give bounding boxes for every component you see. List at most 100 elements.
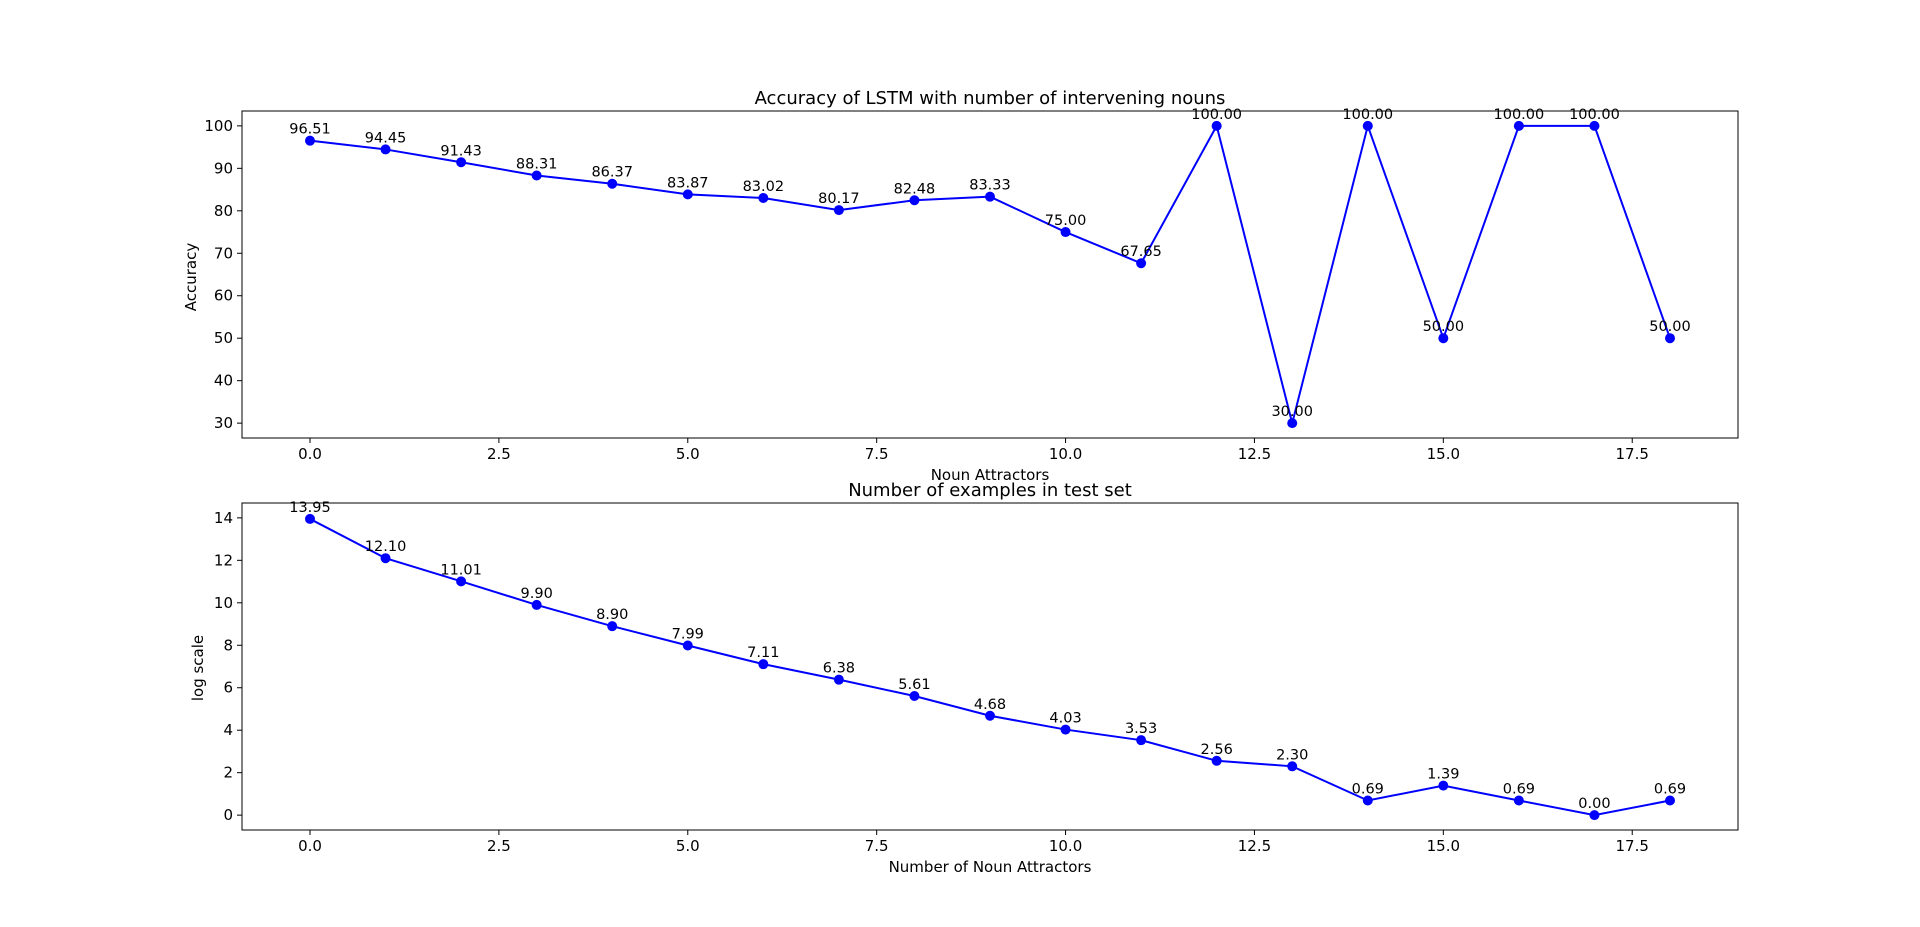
examples-chart-data-label: 5.61 [898,677,930,693]
examples-chart-data-point [1362,795,1373,806]
examples-chart-frame [241,502,1739,831]
accuracy-chart-data-point [456,157,467,168]
accuracy-chart-data-label: 82.48 [894,181,936,197]
examples-chart-ticks: 0.0 2.5 5.0 7.5 10.0 12.5 15.0 17.5 0 2 4 6 8 10 12 14 [214,509,1649,855]
examples-chart-data-point [985,710,995,721]
examples-chart-ytick-label: 12 [214,551,233,569]
examples-chart-ytick-label: 8 [223,636,233,654]
examples-chart-ytick-label: 4 [223,721,233,739]
examples-chart-title: Number of examples in test set [848,480,1132,501]
examples-chart-ytick-label: 2 [223,764,233,782]
examples-chart-data-point [607,621,618,632]
examples-chart-data-label: 6.38 [823,661,855,677]
examples-chart-data-point [456,576,467,587]
examples-chart-ytick-label: 14 [214,509,233,527]
examples-chart-xtick-label: 10.0 [1049,837,1082,855]
accuracy-chart-data-point [1438,333,1449,344]
accuracy-chart-data-point [1211,120,1222,131]
accuracy-chart-ytick-label: 40 [214,372,233,390]
examples-chart-data-point [305,513,315,524]
accuracy-chart-ytick-label: 100 [204,117,233,135]
examples-chart-data-label: 8.90 [596,607,628,623]
accuracy-chart-data-label: 83.02 [743,179,785,195]
examples-chart-data-label: 0.00 [1578,796,1610,812]
accuracy-chart-data-label: 75.00 [1045,213,1087,229]
examples-chart-data-point [682,640,693,651]
accuracy-chart-data-point [1362,120,1373,131]
accuracy-chart-data-label: 91.43 [440,143,482,159]
accuracy-chart-data-point [833,205,844,216]
examples-chart-data-label: 0.69 [1503,781,1535,797]
examples-chart-data-point [1287,761,1298,772]
accuracy-chart-data-point [1513,120,1524,131]
examples-chart-xtick-label: 12.5 [1238,837,1271,855]
examples-chart-data-labels: 13.95 12.10 11.01 9.90 8.90 7.99 7.11 6.38 5.61 4… [289,500,1686,812]
examples-chart-xtick-label: 15.0 [1427,837,1460,855]
accuracy-chart-xtick-label: 0.0 [298,445,322,463]
accuracy-chart-xtick-label: 10.0 [1049,445,1082,463]
examples-chart-xtick-label: 0.0 [298,837,322,855]
examples-chart-xtick-label: 5.0 [676,837,700,855]
accuracy-chart-data-label: 50.00 [1649,319,1691,335]
examples-chart-data-label: 0.69 [1654,781,1686,797]
examples-chart-data-point [1513,795,1524,806]
accuracy-chart-series [305,120,1675,429]
accuracy-chart-data-label: 30.00 [1271,404,1313,420]
examples-chart-data-label: 2.56 [1201,742,1233,758]
accuracy-chart-data-point [1136,258,1147,269]
accuracy-chart-ytick-label: 50 [214,329,233,347]
accuracy-chart-data-point [758,192,769,203]
examples-chart-data-label: 2.30 [1276,747,1308,763]
accuracy-chart-xtick-label: 12.5 [1238,445,1271,463]
examples-chart-data-label: 0.69 [1352,781,1384,797]
examples-chart-ytick-label: 0 [223,806,233,824]
examples-chart-data-point [833,674,844,685]
examples-chart-data-point [380,553,391,564]
accuracy-chart-xtick-label: 7.5 [865,445,889,463]
accuracy-chart-data-label: 88.31 [516,157,558,173]
accuracy-chart-data-point [1665,333,1675,344]
accuracy-chart-ylabel: Accuracy [182,243,200,312]
examples-chart-data-label: 7.11 [747,645,779,661]
accuracy-chart-data-point [682,189,693,200]
accuracy-chart-data-label: 83.87 [667,175,709,191]
accuracy-chart-ytick-label: 80 [214,202,233,220]
accuracy-chart-data-label: 80.17 [818,191,860,207]
examples-chart-data-point [1665,795,1675,806]
accuracy-chart-data-point [1287,418,1298,429]
examples-chart-data-label: 9.90 [521,586,553,602]
examples-chart-data-label: 7.99 [672,626,704,642]
examples-chart-data-label: 3.53 [1125,721,1157,737]
accuracy-chart-data-label: 50.00 [1423,319,1465,335]
accuracy-chart-data-point [380,144,391,155]
accuracy-chart-data-point [607,178,618,189]
accuracy-chart-ytick-label: 60 [214,287,233,305]
accuracy-chart-data-label: 83.33 [969,178,1011,194]
examples-chart: Number of examples in test set Number of… [189,480,1739,876]
accuracy-chart-ytick-label: 90 [214,159,233,177]
accuracy-chart-data-label: 100.00 [1569,107,1620,123]
examples-chart-data-point [1438,780,1449,791]
accuracy-chart-data-label: 67.65 [1120,244,1162,260]
examples-chart-data-point [1136,735,1147,746]
examples-chart-ytick-label: 10 [214,594,233,612]
examples-chart-data-label: 4.03 [1049,711,1081,727]
examples-chart-data-label: 12.10 [365,539,407,555]
examples-chart-data-label: 11.01 [440,562,482,578]
accuracy-chart-title: Accuracy of LSTM with number of interven… [755,88,1226,109]
accuracy-chart-data-label: 94.45 [365,130,407,146]
examples-chart-data-point [909,691,920,702]
accuracy-chart: Accuracy of LSTM with number of interven… [182,88,1739,484]
accuracy-chart-data-label: 100.00 [1342,107,1393,123]
examples-chart-data-point [1060,724,1071,735]
accuracy-chart-data-label: 100.00 [1494,107,1545,123]
examples-chart-data-label: 13.95 [289,500,331,516]
examples-chart-xlabel: Number of Noun Attractors [889,858,1092,876]
examples-chart-data-point [758,659,769,670]
accuracy-chart-xtick-label: 17.5 [1616,445,1649,463]
examples-chart-data-point [1211,755,1222,766]
accuracy-chart-data-point [1060,227,1071,238]
examples-chart-data-point [1589,810,1600,821]
accuracy-chart-data-label: 96.51 [289,122,331,138]
